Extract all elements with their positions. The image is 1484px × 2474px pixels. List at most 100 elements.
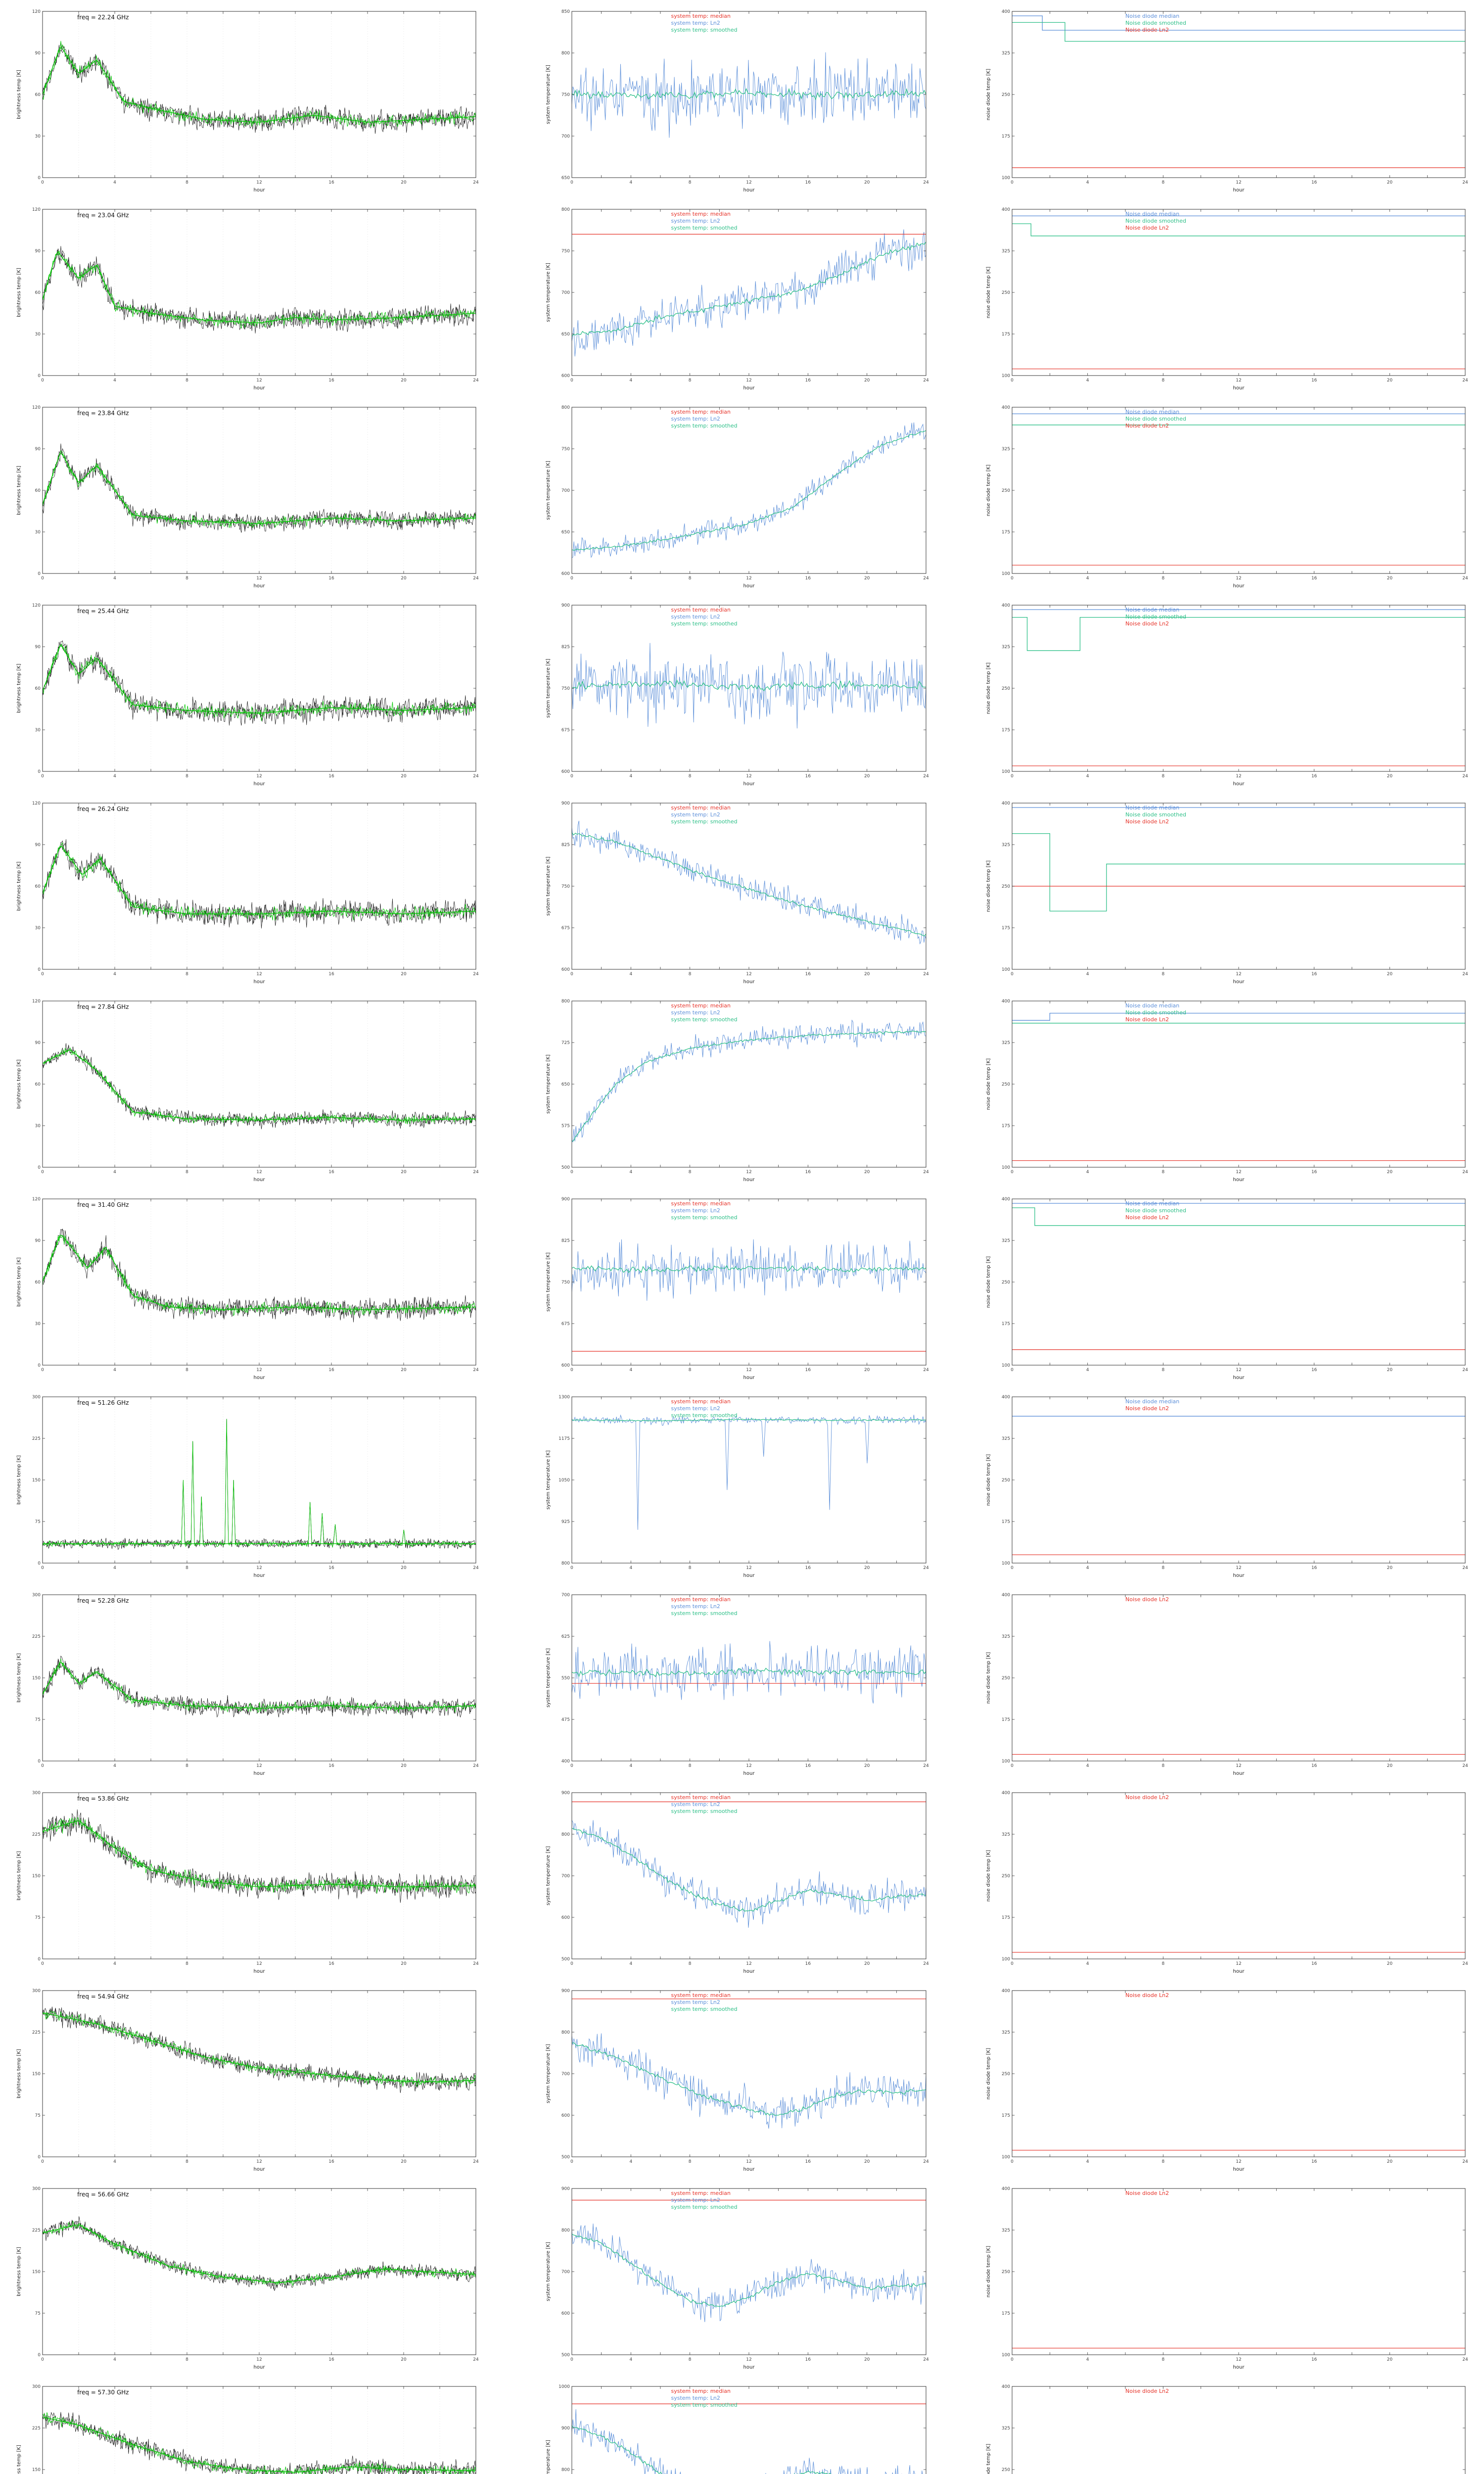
svg-text:400: 400 xyxy=(1002,801,1010,806)
legend-entry: system temp: smoothed xyxy=(671,620,737,627)
svg-text:16: 16 xyxy=(328,1170,334,1175)
middle-x-axis-label: hour xyxy=(743,1771,755,1776)
svg-text:20: 20 xyxy=(1387,1763,1393,1768)
right-x-axis-label: hour xyxy=(1233,583,1245,589)
svg-text:20: 20 xyxy=(864,378,870,383)
svg-text:60: 60 xyxy=(35,1280,41,1285)
svg-text:24: 24 xyxy=(1462,2159,1468,2164)
chart-22.24ghz-middle: 0 4 8 12 16 20 24 650 700 750 800 850 system tempera… xyxy=(543,3,931,194)
svg-text:400: 400 xyxy=(1002,603,1010,608)
svg-text:90: 90 xyxy=(35,843,41,848)
legend-entry: system temp: median xyxy=(671,1002,731,1009)
svg-text:600: 600 xyxy=(561,2311,570,2316)
svg-text:24: 24 xyxy=(923,576,929,581)
left-x-axis-label: hour xyxy=(254,1771,266,1776)
right-y-axis-label: noise diode temp [K] xyxy=(986,860,991,912)
svg-text:175: 175 xyxy=(1002,1717,1010,1722)
left-y-axis-label: brightness temp [K] xyxy=(16,861,22,911)
plot-row-25.44ghz: 0 4 8 12 16 20 24 0 30 60 90 120 brightness temp [K]… xyxy=(0,594,1484,792)
svg-text:12: 12 xyxy=(1236,1961,1241,1966)
svg-text:0: 0 xyxy=(41,2357,44,2362)
svg-text:16: 16 xyxy=(328,180,334,185)
svg-text:4: 4 xyxy=(629,2159,632,2164)
chart-31.4ghz-middle: 0 4 8 12 16 20 24 600 675 750 825 900 system tempera… xyxy=(543,1191,931,1382)
chart-54.94ghz-left: 0 4 8 12 16 20 24 0 75 150 225 300 brightness temp [… xyxy=(14,1983,481,2174)
svg-text:12: 12 xyxy=(746,2159,751,2164)
chart-26.24ghz-right: 0 4 8 12 16 20 24 100 175 250 325 400 noise diode te… xyxy=(983,795,1470,986)
svg-text:8: 8 xyxy=(1161,1763,1164,1768)
svg-text:90: 90 xyxy=(35,51,41,56)
svg-text:0: 0 xyxy=(41,1566,44,1570)
svg-text:800: 800 xyxy=(561,2030,570,2035)
legend-entry: Noise diode Ln2 xyxy=(1125,2190,1169,2196)
svg-text:20: 20 xyxy=(401,2159,407,2164)
svg-text:750: 750 xyxy=(561,884,570,889)
svg-text:90: 90 xyxy=(35,249,41,254)
svg-text:24: 24 xyxy=(923,1566,929,1570)
svg-text:0: 0 xyxy=(1011,378,1014,383)
svg-text:0: 0 xyxy=(38,1561,41,1566)
svg-text:4: 4 xyxy=(113,2357,116,2362)
svg-text:24: 24 xyxy=(473,1566,479,1570)
svg-text:30: 30 xyxy=(35,926,41,931)
svg-text:600: 600 xyxy=(561,769,570,774)
legend-entry: system temp: median xyxy=(671,409,731,415)
svg-text:4: 4 xyxy=(629,180,632,185)
svg-text:20: 20 xyxy=(1387,972,1393,977)
svg-text:16: 16 xyxy=(328,972,334,977)
svg-text:16: 16 xyxy=(1311,1566,1317,1570)
right-y-axis-label: noise diode temp [K] xyxy=(986,2444,991,2474)
svg-text:20: 20 xyxy=(864,2357,870,2362)
chart-23.04ghz-right: 0 4 8 12 16 20 24 100 175 250 325 400 noise diode te… xyxy=(983,201,1470,392)
svg-text:20: 20 xyxy=(401,1763,407,1768)
svg-text:4: 4 xyxy=(629,378,632,383)
legend-entry: system temp: median xyxy=(671,211,731,217)
svg-text:8: 8 xyxy=(1161,378,1164,383)
svg-text:24: 24 xyxy=(473,2357,479,2362)
middle-y-axis-label: system temperature [K] xyxy=(546,856,551,916)
svg-text:650: 650 xyxy=(561,176,570,181)
svg-text:16: 16 xyxy=(805,972,811,977)
svg-text:12: 12 xyxy=(1236,378,1241,383)
svg-text:16: 16 xyxy=(805,1566,811,1570)
svg-text:8: 8 xyxy=(186,774,188,779)
svg-text:60: 60 xyxy=(35,1082,41,1087)
left-y-axis-label: brightness temp [K] xyxy=(16,2049,22,2098)
svg-text:100: 100 xyxy=(1002,1561,1010,1566)
svg-text:175: 175 xyxy=(1002,1322,1010,1327)
svg-text:0: 0 xyxy=(1011,774,1014,779)
svg-text:325: 325 xyxy=(1002,2228,1010,2233)
svg-text:600: 600 xyxy=(561,1363,570,1368)
middle-x-axis-label: hour xyxy=(743,583,755,589)
svg-text:0: 0 xyxy=(38,2353,41,2358)
left-y-axis-label: brightness temp [K] xyxy=(16,2247,22,2296)
svg-text:0: 0 xyxy=(38,1165,41,1170)
svg-text:24: 24 xyxy=(1462,1170,1468,1175)
chart-22.24ghz-left: 0 4 8 12 16 20 24 0 30 60 90 120 brightness temp [K]… xyxy=(14,3,481,194)
svg-text:16: 16 xyxy=(805,774,811,779)
svg-text:0: 0 xyxy=(38,176,41,181)
svg-text:700: 700 xyxy=(561,1593,570,1598)
svg-text:20: 20 xyxy=(864,180,870,185)
right-y-axis-label: noise diode temp [K] xyxy=(986,69,991,120)
right-x-axis-label: hour xyxy=(1233,1375,1245,1380)
svg-text:20: 20 xyxy=(1387,774,1393,779)
svg-text:900: 900 xyxy=(561,1989,570,1994)
svg-text:750: 750 xyxy=(561,447,570,452)
svg-text:0: 0 xyxy=(38,1759,41,1764)
frequency-title: freq = 57.30 GHz xyxy=(77,2389,129,2396)
chart-25.44ghz-middle: 0 4 8 12 16 20 24 600 675 750 825 900 system tempera… xyxy=(543,597,931,788)
svg-text:75: 75 xyxy=(35,1915,41,1920)
legend-entry: system temp: median xyxy=(671,1794,731,1801)
svg-text:100: 100 xyxy=(1002,1957,1010,1962)
svg-text:24: 24 xyxy=(923,774,929,779)
svg-text:325: 325 xyxy=(1002,51,1010,56)
svg-text:500: 500 xyxy=(561,2155,570,2160)
svg-text:0: 0 xyxy=(38,1957,41,1962)
left-x-axis-label: hour xyxy=(254,385,266,391)
legend-entry: Noise diode smoothed xyxy=(1125,614,1186,620)
svg-text:250: 250 xyxy=(1002,1082,1010,1087)
legend-entry: system temp: median xyxy=(671,1200,731,1207)
legend-entry: system temp: Ln2 xyxy=(671,1009,720,1016)
svg-text:175: 175 xyxy=(1002,1915,1010,1920)
